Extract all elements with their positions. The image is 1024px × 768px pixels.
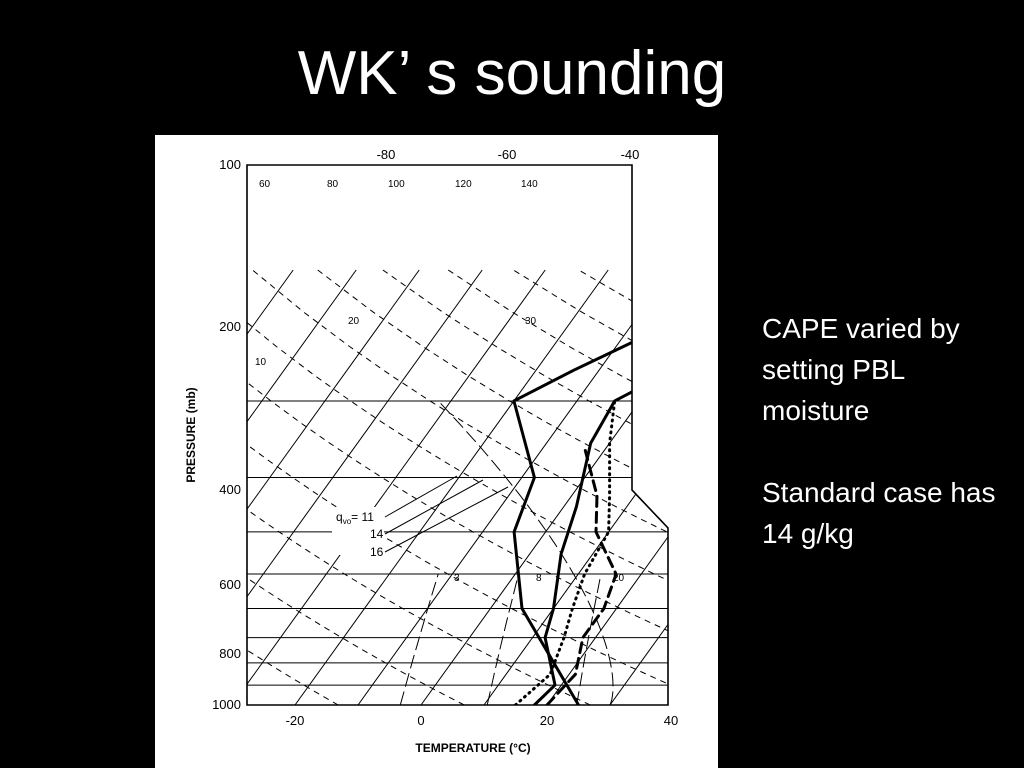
theta-label: 120 bbox=[455, 179, 472, 190]
isotherm-line bbox=[546, 269, 668, 705]
y-tick-label: 200 bbox=[219, 319, 241, 334]
y-axis-label: PRESSURE (mb) bbox=[184, 387, 198, 482]
moist-adiabat-line bbox=[437, 400, 614, 705]
dry-adiabat-line bbox=[247, 269, 591, 705]
mixing-ratio-line bbox=[486, 573, 520, 705]
dry-adiabat-line bbox=[155, 270, 212, 705]
note-paragraph: Standard case has 14 g/kg bbox=[762, 477, 996, 549]
sounding-series-2 bbox=[532, 268, 668, 705]
isotherm-line bbox=[609, 269, 668, 705]
dry-adiabat-line bbox=[247, 269, 339, 705]
dry-adiabat-line bbox=[247, 269, 668, 705]
isotherm-line bbox=[247, 269, 546, 705]
x-tick-label: 40 bbox=[664, 713, 678, 728]
qvo-symbol: q bbox=[336, 510, 343, 524]
mixing-ratio-label: 10 bbox=[255, 357, 267, 368]
x-tick-label: 0 bbox=[417, 713, 424, 728]
qvo-value: = 11 bbox=[351, 510, 374, 524]
qvo-value: 14 bbox=[370, 527, 384, 541]
isotherm-line bbox=[420, 269, 668, 705]
theta-label: 140 bbox=[521, 179, 538, 190]
theta-label: 80 bbox=[327, 179, 339, 190]
mixing-ratio-label: 8 bbox=[536, 573, 542, 584]
isotherm-line bbox=[294, 269, 609, 705]
mixing-ratio-line bbox=[399, 573, 439, 705]
leader-line bbox=[384, 486, 509, 553]
y-tick-label: 1000 bbox=[212, 697, 241, 712]
isotherm-line bbox=[247, 269, 420, 705]
leader-line bbox=[384, 475, 458, 518]
slide-title: WK’ s sounding bbox=[297, 39, 727, 108]
isotherm-line bbox=[673, 270, 718, 705]
y-tick-label: 600 bbox=[219, 577, 241, 592]
svg-text:qvo= 11: qvo= 11 bbox=[336, 510, 374, 526]
note-paragraph: CAPE varied by setting PBL moisture bbox=[762, 313, 960, 426]
qvo-annotation: qvo= 11 14 16 bbox=[332, 475, 509, 559]
plot-frame bbox=[246, 164, 669, 706]
x-axis-label: TEMPERATURE (°C) bbox=[415, 741, 530, 755]
dry-adiabat-line bbox=[447, 269, 668, 705]
isotherm-line bbox=[357, 269, 668, 705]
sounding-series-3 bbox=[545, 449, 618, 705]
mixing-ratio-line bbox=[576, 573, 602, 705]
axis-labels: 100 200 400 600 800 1000 -20 0 20 40 -80… bbox=[184, 147, 678, 755]
qvo-subscript: vo bbox=[343, 517, 352, 526]
x-tick-label: 20 bbox=[540, 713, 554, 728]
sounding-lines bbox=[512, 268, 668, 705]
top-tick-label: -40 bbox=[621, 147, 640, 162]
dry-adiabat-line bbox=[247, 269, 668, 705]
y-tick-label: 400 bbox=[219, 482, 241, 497]
dry-adiabat-line bbox=[317, 269, 668, 705]
dry-adiabat-line bbox=[578, 269, 668, 705]
dry-adiabat-line bbox=[252, 269, 668, 705]
mixing-ratio-label: 30 bbox=[525, 316, 537, 327]
mixing-ratio-label: 20 bbox=[613, 573, 625, 584]
theta-label: 60 bbox=[259, 179, 271, 190]
isotherm-line bbox=[483, 269, 668, 705]
slide-notes: CAPE varied by setting PBL moisture Stan… bbox=[762, 308, 1012, 595]
mixing-ratio-label: 20 bbox=[348, 316, 360, 327]
skew-t-diagram: 100 200 400 600 800 1000 -20 0 20 40 -80… bbox=[155, 135, 718, 768]
mixing-ratio-label: 3 bbox=[454, 573, 460, 584]
leader-line bbox=[384, 479, 484, 535]
sounding-series-4 bbox=[514, 399, 617, 705]
qvo-value: 16 bbox=[370, 545, 384, 559]
x-tick-label: -20 bbox=[286, 713, 305, 728]
isotherm-line bbox=[247, 269, 357, 705]
isotherm-line bbox=[247, 269, 483, 705]
theta-label: 100 bbox=[388, 179, 405, 190]
skew-t-plot: 100 200 400 600 800 1000 -20 0 20 40 -80… bbox=[155, 147, 718, 755]
top-tick-label: -80 bbox=[377, 147, 396, 162]
top-tick-label: -60 bbox=[498, 147, 517, 162]
isotherm-line bbox=[155, 270, 167, 705]
y-tick-label: 100 bbox=[219, 157, 241, 172]
y-tick-label: 800 bbox=[219, 646, 241, 661]
